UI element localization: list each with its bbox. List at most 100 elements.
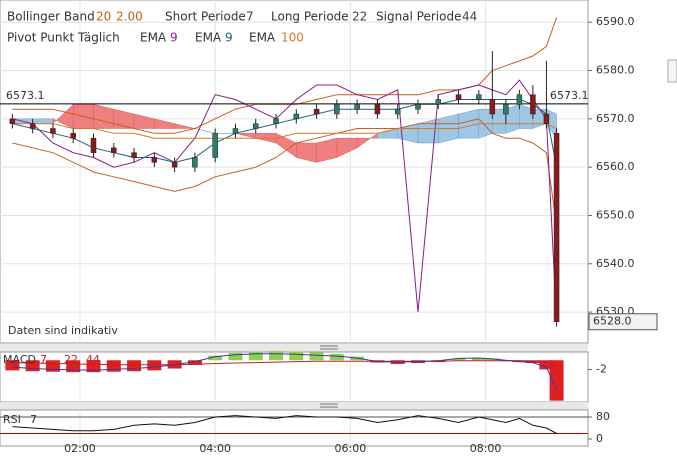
header-label: Short Periode [165, 10, 246, 24]
note: Daten sind indikativ [8, 324, 118, 337]
pivot-label: 6573.1 [6, 89, 45, 102]
price-panel [0, 0, 589, 344]
y-tick-label: 6550.0 [596, 208, 635, 221]
histogram-bar [269, 351, 284, 361]
ema-line [12, 79, 558, 322]
panel-param: 7 [40, 353, 47, 366]
y-tick-label: 0 [596, 432, 603, 445]
histogram-bar [289, 351, 304, 361]
legend-label: EMA [195, 31, 222, 45]
candle-body [543, 113, 550, 124]
scroll-handle[interactable] [667, 59, 677, 83]
splitter[interactable] [0, 402, 588, 410]
candle-body [476, 94, 482, 100]
histogram-bar [187, 360, 202, 365]
candle-body [489, 99, 496, 115]
y-tick-label: 6560.0 [596, 160, 635, 173]
histogram-bar [45, 360, 60, 372]
panel-title: MACD [3, 353, 36, 366]
candle-body [394, 108, 401, 115]
panel-param: 44 [86, 353, 100, 366]
panel-param: 7 [30, 413, 37, 426]
histogram-bar [25, 360, 40, 372]
histogram-bar [208, 355, 223, 361]
rsi-line [12, 415, 557, 434]
histogram-bar [471, 357, 486, 361]
x-tick-label: 02:00 [64, 442, 96, 455]
splitter[interactable] [0, 344, 588, 352]
header-param: 44 [462, 10, 477, 24]
y-tick-label: 6570.0 [596, 112, 635, 125]
candle-body [553, 133, 560, 322]
candle-body [503, 104, 509, 115]
histogram-bar [86, 360, 101, 373]
x-tick-label: 06:00 [335, 442, 367, 455]
legend-label: EMA [140, 31, 167, 45]
legend-param: 100 [281, 31, 304, 45]
histogram-bar [66, 360, 81, 373]
y-tick-label: 6580.0 [596, 64, 635, 77]
last-price-box [588, 313, 658, 331]
candle-body [111, 147, 117, 153]
bollinger-upper [12, 17, 558, 134]
ema-line [12, 123, 557, 139]
candle-body [171, 162, 178, 168]
candle-body [70, 133, 76, 139]
histogram-bar [309, 352, 324, 361]
candle-body [232, 128, 239, 134]
x-tick-label: 04:00 [199, 442, 231, 455]
legend-label: EMA [249, 31, 276, 45]
histogram-bar [329, 353, 344, 361]
rsi-panel [0, 409, 589, 447]
y-tick-label: 80 [596, 410, 610, 423]
candle-body [293, 113, 300, 120]
histogram-bar [228, 352, 243, 361]
pivot-label: 6573.1 [550, 89, 589, 102]
histogram-bar [539, 360, 554, 370]
candle-body [415, 104, 421, 110]
candle-body [354, 104, 360, 110]
candle-body [29, 123, 36, 129]
panel-param: 22 [64, 353, 78, 366]
candle-body [90, 137, 97, 153]
last-price-label: 6528.0 [593, 315, 632, 328]
candle-body [435, 99, 442, 105]
cloud [174, 123, 195, 129]
candle-body [131, 152, 137, 158]
candle-body [9, 118, 16, 124]
candle-body [516, 94, 523, 105]
legend-param: 9 [225, 31, 233, 45]
macd-line [12, 353, 558, 391]
header-param: 22 [352, 10, 367, 24]
panel-title: RSI [3, 413, 21, 426]
candle-body [374, 104, 381, 115]
cloud [458, 108, 480, 139]
histogram-bar [5, 360, 20, 371]
candle-body [151, 157, 158, 163]
candle-body [50, 128, 56, 134]
histogram-bar [127, 360, 142, 372]
histogram-bar [147, 360, 162, 371]
signal-line [12, 360, 557, 368]
header-label: Long Periode [271, 10, 349, 24]
candle-body [252, 123, 259, 129]
y-tick-label: -2 [596, 362, 607, 375]
candle-body [192, 157, 198, 168]
candle-body [334, 104, 340, 115]
cloud [32, 118, 54, 124]
histogram-bar [248, 351, 263, 361]
candle-body [455, 94, 462, 100]
y-tick-label: 6590.0 [596, 15, 635, 28]
header-param: 20 [96, 10, 111, 24]
header-label: Bollinger Band [7, 10, 95, 24]
header-param: 2.00 [116, 10, 143, 24]
candle-body [313, 108, 320, 115]
histogram-bar [549, 360, 564, 401]
legend-label: Pivot Punkt Täglich [7, 31, 120, 45]
histogram-bar [451, 358, 466, 361]
header-label: Signal Periode [376, 10, 461, 24]
candle-body [530, 94, 536, 115]
candle-body [212, 133, 218, 158]
